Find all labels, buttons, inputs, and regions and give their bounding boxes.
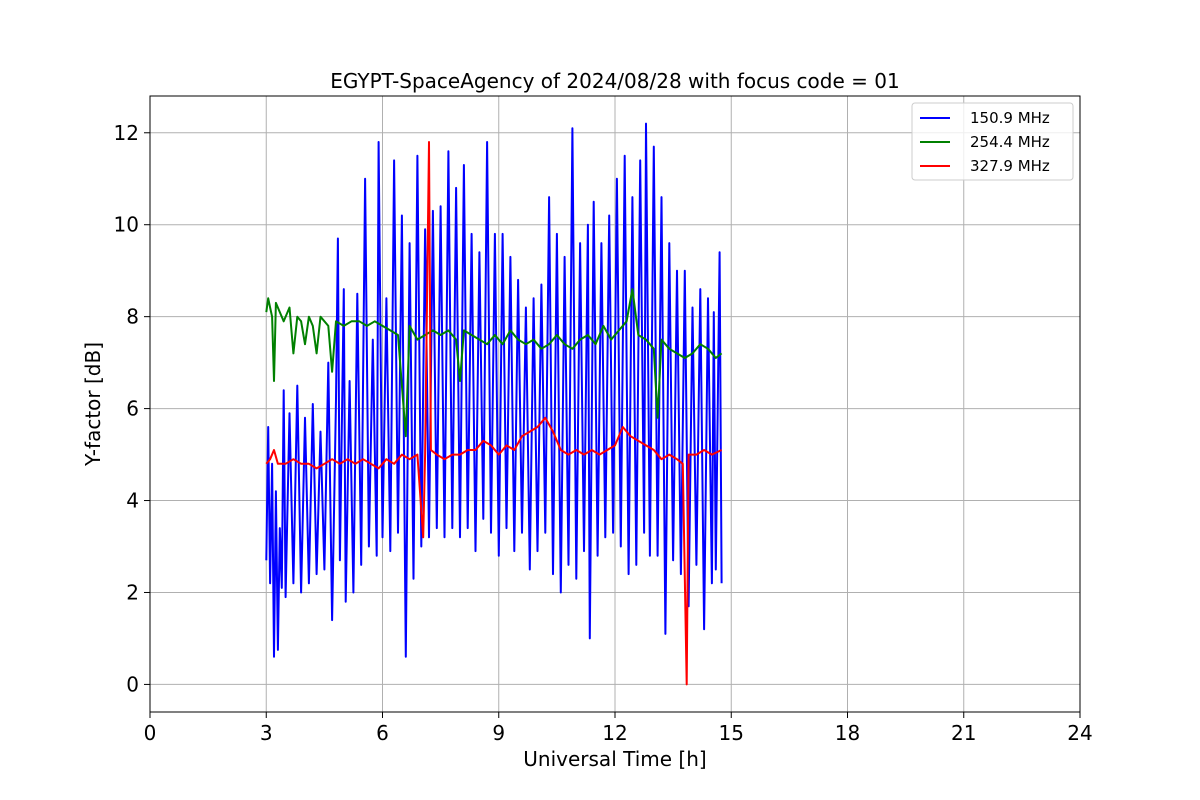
x-axis-label: Universal Time [h]	[523, 747, 706, 771]
y-tick-label: 2	[126, 580, 139, 604]
x-tick-label: 21	[951, 721, 976, 745]
y-tick-label: 8	[126, 305, 139, 329]
legend: 150.9 MHz 254.4 MHz 327.9 MHz	[911, 102, 1074, 181]
y-tick-label: 4	[126, 489, 139, 513]
series-lines	[265, 122, 723, 686]
x-tick-label: 12	[602, 721, 627, 745]
y-tick-label: 12	[114, 121, 139, 145]
x-tick-label: 6	[376, 721, 389, 745]
series-line-2	[265, 141, 723, 686]
legend-label: 327.9 MHz	[970, 157, 1050, 175]
x-tick-label: 18	[835, 721, 860, 745]
x-tick-label: 3	[260, 721, 273, 745]
x-tick-label: 24	[1067, 721, 1092, 745]
series-line-1	[265, 288, 723, 438]
legend-box	[911, 102, 1074, 181]
y-axis-label: Y-factor [dB]	[81, 342, 105, 467]
x-tick-label: 0	[144, 721, 157, 745]
x-tick-label: 9	[492, 721, 505, 745]
y-tick-label: 10	[114, 213, 139, 237]
y-tick-label: 0	[126, 672, 139, 696]
chart-title: EGYPT-SpaceAgency of 2024/08/28 with foc…	[330, 69, 899, 93]
y-tick-label: 6	[126, 397, 139, 421]
x-tick-label: 15	[719, 721, 744, 745]
legend-label: 150.9 MHz	[970, 109, 1050, 127]
series-line-0	[265, 122, 723, 658]
legend-label: 254.4 MHz	[970, 133, 1050, 151]
